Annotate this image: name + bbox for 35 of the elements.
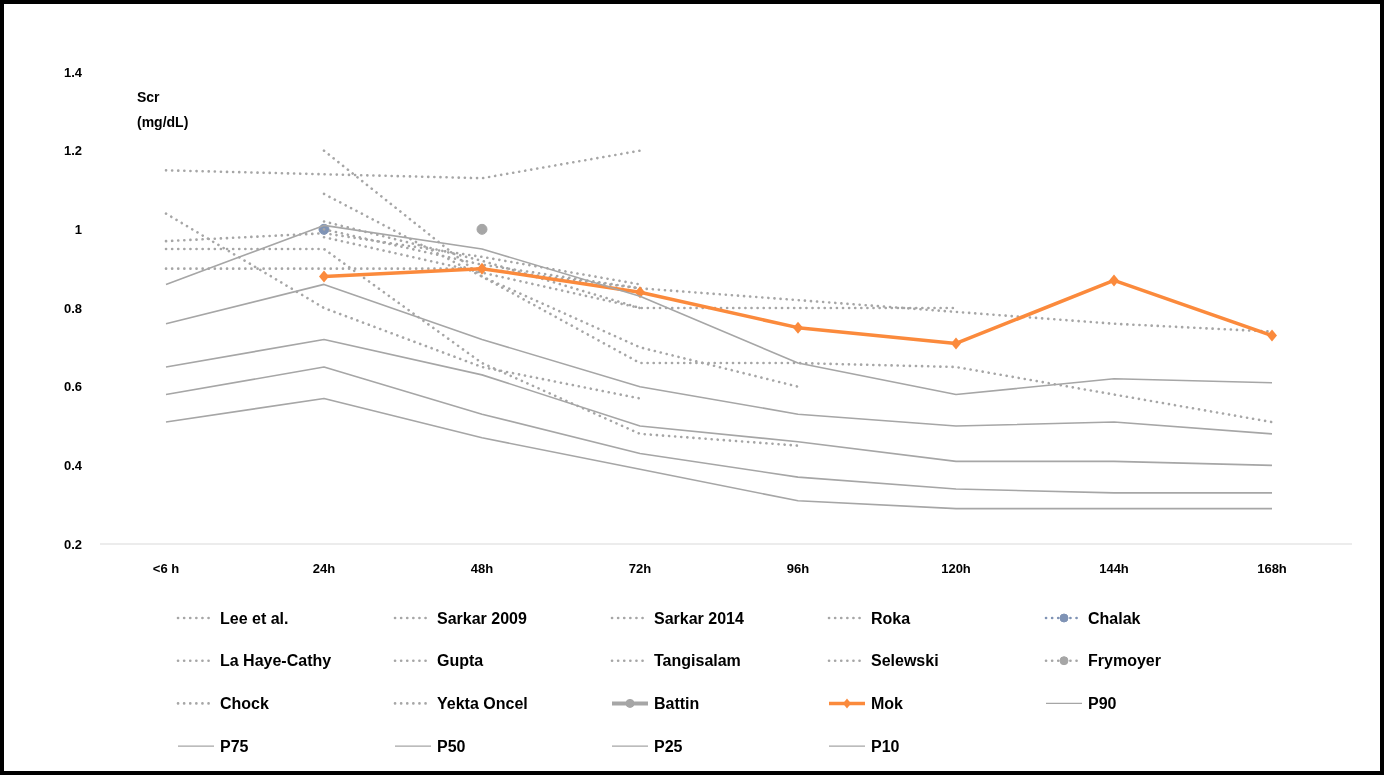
y-tick-label: 1.4: [63, 64, 83, 80]
x-tick-label: 48h: [470, 560, 494, 576]
legend-label: Chalak: [1088, 609, 1141, 627]
x-tick-label: 168h: [1257, 560, 1287, 576]
x-tick-label: 120h: [941, 560, 971, 576]
legend-label: Mok: [871, 695, 904, 712]
y-tick-label: 0.4: [63, 457, 83, 473]
legend-label: La Haye-Cathy: [220, 652, 332, 670]
y-tick-label: 0.8: [63, 300, 82, 316]
legend-label: P25: [654, 737, 683, 755]
legend-label: Frymoyer: [1088, 652, 1161, 670]
legend-label: Chock: [220, 695, 269, 712]
y-tick-label: 1.2: [63, 143, 82, 159]
legend-label: P90: [1088, 695, 1117, 712]
x-tick-label: 72h: [628, 560, 652, 576]
y-tick-label: 0.6: [63, 379, 82, 395]
x-tick-label: 96h: [786, 560, 810, 576]
legend-label: Gupta: [437, 652, 484, 670]
legend-label: P10: [871, 737, 900, 755]
y-tick-label: 1: [74, 221, 82, 237]
legend-label: Sarkar 2009: [437, 609, 527, 627]
legend-label: Tangisalam: [654, 652, 741, 670]
y-tick-label: 0.2: [63, 536, 82, 552]
legend-label: Selewski: [871, 652, 939, 670]
legend-label: Battin: [654, 695, 700, 712]
legend-label: Yekta Oncel: [437, 695, 528, 712]
legend-label: Sarkar 2014: [654, 609, 744, 627]
legend-label: P75: [220, 737, 249, 755]
legend-label: Lee et al.: [220, 609, 289, 627]
x-tick-label: 144h: [1099, 560, 1129, 576]
legend-label: P50: [437, 737, 466, 755]
x-tick-label: 24h: [312, 560, 336, 576]
legend-label: Roka: [871, 609, 911, 627]
y-axis-title: Scr (mg/dL): [137, 89, 189, 130]
x-tick-label: <6 h: [152, 560, 180, 576]
